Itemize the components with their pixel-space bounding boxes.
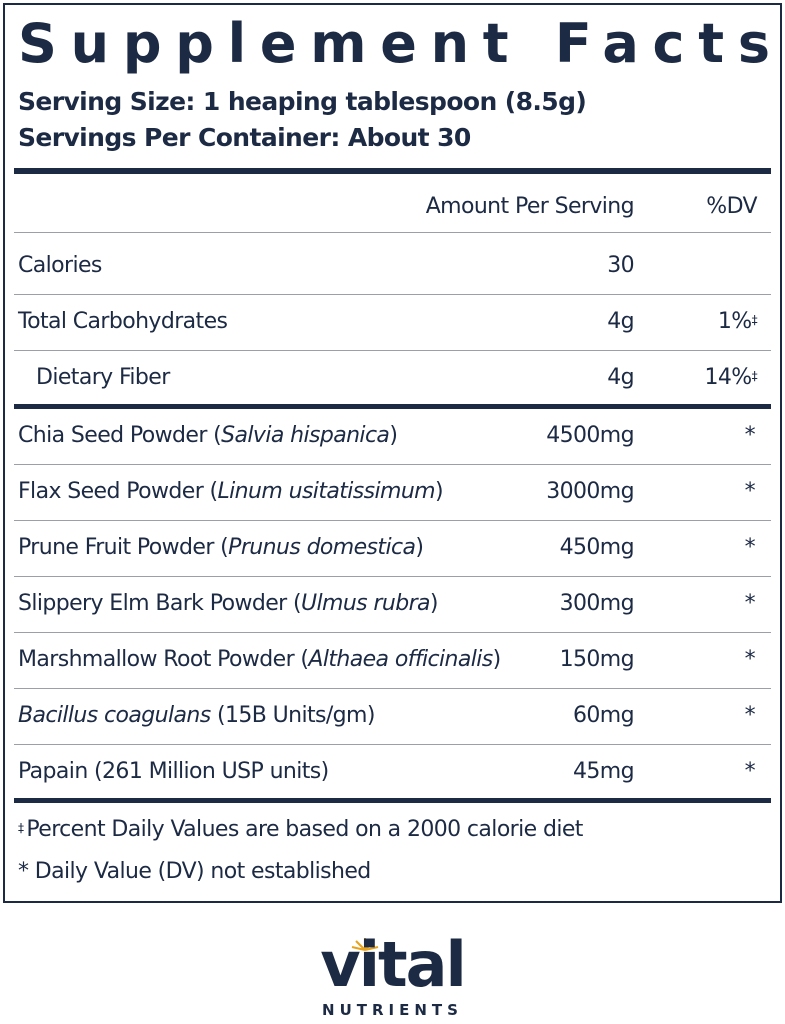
amount: 3000mg xyxy=(546,479,634,504)
daily-value: * xyxy=(744,590,756,618)
amount: 150mg xyxy=(559,647,635,672)
dv-text: * xyxy=(744,591,756,616)
footnote: ‡ Percent Daily Values are based on a 200… xyxy=(18,816,583,846)
name-part: Prune Fruit Powder ( xyxy=(18,535,229,560)
daily-value: * xyxy=(744,758,756,786)
column-header: Amount Per Serving xyxy=(425,194,635,219)
footnote-text: Percent Daily Values are based on a 2000… xyxy=(26,817,583,842)
name-part: Prunus domestica xyxy=(228,535,416,560)
daily-value: * xyxy=(744,534,756,562)
rule xyxy=(14,464,771,465)
rule xyxy=(14,520,771,521)
name-part: Althaea officinalis xyxy=(308,647,493,672)
dv-text: * xyxy=(744,703,756,728)
name-part: ) xyxy=(389,423,398,448)
label-border xyxy=(3,3,782,903)
name-part: ) xyxy=(429,591,439,616)
dv-text: * xyxy=(744,759,756,784)
rule xyxy=(14,688,771,689)
dv-text: * xyxy=(744,647,756,672)
nutrient-name: Slippery Elm Bark Powder (Ulmus rubra) xyxy=(18,590,438,618)
name-part: Salvia hispanica xyxy=(221,423,390,448)
nutrient-name: Papain (261 Million USP units) xyxy=(18,758,329,786)
nutrient-name: Chia Seed Powder (Salvia hispanica) xyxy=(18,422,398,450)
name-part: Dietary Fiber xyxy=(36,365,170,390)
dv-text: * xyxy=(744,423,756,448)
rule xyxy=(14,576,771,577)
rule xyxy=(14,294,771,295)
column-header: %DV xyxy=(706,194,757,219)
name-part: Bacillus coagulans xyxy=(18,703,211,728)
logo-name: vital xyxy=(320,928,466,1001)
footnote-symbol: ‡ xyxy=(18,821,24,835)
name-part: Marshmallow Root Powder ( xyxy=(18,647,309,672)
name-part: Slippery Elm Bark Powder ( xyxy=(18,591,302,616)
dv-text: * xyxy=(744,479,756,504)
dv-text: 14% xyxy=(704,365,752,390)
amount: 45mg xyxy=(573,759,635,784)
name-part: Ulmus rubra xyxy=(300,591,431,616)
rule xyxy=(14,168,771,174)
rule xyxy=(14,798,771,803)
serving-size: Serving Size: 1 heaping tablespoon (8.5g… xyxy=(18,87,587,116)
rule xyxy=(14,232,771,233)
name-part: ) xyxy=(492,647,502,672)
nutrient-name: Bacillus coagulans (15B Units/gm) xyxy=(18,702,375,730)
name-part: Flax Seed Powder ( xyxy=(18,479,218,504)
nutrient-name: Dietary Fiber xyxy=(36,364,170,392)
rule xyxy=(14,744,771,745)
amount: 300mg xyxy=(559,591,635,616)
footnote: * Daily Value (DV) not established xyxy=(18,858,371,886)
dv-note: ‡ xyxy=(751,369,758,383)
rule xyxy=(14,632,771,633)
daily-value: 1%‡ xyxy=(717,308,758,338)
rule xyxy=(14,404,771,409)
name-part: ) xyxy=(435,479,444,504)
dv-text: 1% xyxy=(717,309,752,334)
name-part: Linum usitatissimum xyxy=(217,479,436,504)
logo-sunburst xyxy=(351,938,379,951)
dv-note: ‡ xyxy=(751,313,758,327)
nutrient-name: Flax Seed Powder (Linum usitatissimum) xyxy=(18,478,444,506)
nutrient-name: Marshmallow Root Powder (Althaea officin… xyxy=(18,646,501,674)
name-part: ) xyxy=(415,535,424,560)
amount: 4500mg xyxy=(546,423,634,448)
name-part: Chia Seed Powder ( xyxy=(18,423,222,448)
nutrient-name: Prune Fruit Powder (Prunus domestica) xyxy=(18,534,424,562)
name-part: (15B Units/gm) xyxy=(210,703,376,728)
amount: 4g xyxy=(607,365,634,390)
title: Supplement Facts xyxy=(18,12,770,75)
name-part: Calories xyxy=(18,253,102,278)
amount: 450mg xyxy=(559,535,635,560)
daily-value: * xyxy=(744,422,756,450)
nutrient-name: Total Carbohydrates xyxy=(18,308,228,336)
dv-text: * xyxy=(744,535,756,560)
footnote-text: * Daily Value (DV) not established xyxy=(18,859,371,884)
amount: 4g xyxy=(607,309,634,334)
daily-value: * xyxy=(744,646,756,674)
logo-tagline: NUTRIENTS xyxy=(322,1001,463,1019)
name-part: Total Carbohydrates xyxy=(18,309,228,334)
amount: 30 xyxy=(607,253,634,278)
daily-value: * xyxy=(744,702,756,730)
amount: 60mg xyxy=(573,703,635,728)
title-area: Supplement Facts xyxy=(18,12,770,75)
nutrient-name: Calories xyxy=(18,252,102,280)
daily-value: 14%‡ xyxy=(704,364,757,394)
daily-value: * xyxy=(744,478,756,506)
rule xyxy=(14,350,771,351)
servings-per-container: Servings Per Container: About 30 xyxy=(18,123,471,152)
name-part: Papain (261 Million USP units) xyxy=(18,759,329,784)
